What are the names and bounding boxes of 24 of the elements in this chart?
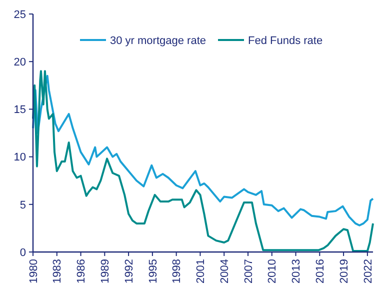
x-tick-label: 2016 (314, 259, 326, 284)
x-tick-label: 1986 (76, 259, 88, 284)
legend-label: Fed Funds rate (248, 34, 323, 47)
y-tick-label: 25 (14, 8, 26, 21)
y-tick-label: 20 (14, 56, 26, 68)
x-tick-label: 1983 (52, 259, 64, 284)
x-tick-label: 1995 (147, 259, 160, 284)
line-series (32, 74, 374, 226)
legend-label: 30 yr mortgage rate (110, 34, 206, 47)
y-tick-label: 5 (20, 199, 26, 212)
x-tick-label: 1992 (123, 259, 136, 284)
x-tick-label: 2007 (242, 259, 255, 284)
y-tick-label: 10 (14, 152, 26, 164)
y-tick-label: 15 (14, 104, 26, 116)
x-tick-label: 2010 (266, 259, 279, 284)
x-tick-label: 2013 (290, 259, 303, 284)
x-tick-label: 2019 (338, 259, 350, 284)
x-tick-label: 1998 (171, 259, 184, 284)
x-tick-label: 2001 (195, 259, 208, 284)
y-tick-label: 0 (20, 246, 26, 259)
x-tick-label: 1980 (28, 259, 40, 284)
x-tick-label: 1989 (100, 259, 112, 284)
x-tick-label: 2022 (362, 259, 374, 284)
x-tick-label: 2004 (218, 259, 231, 284)
